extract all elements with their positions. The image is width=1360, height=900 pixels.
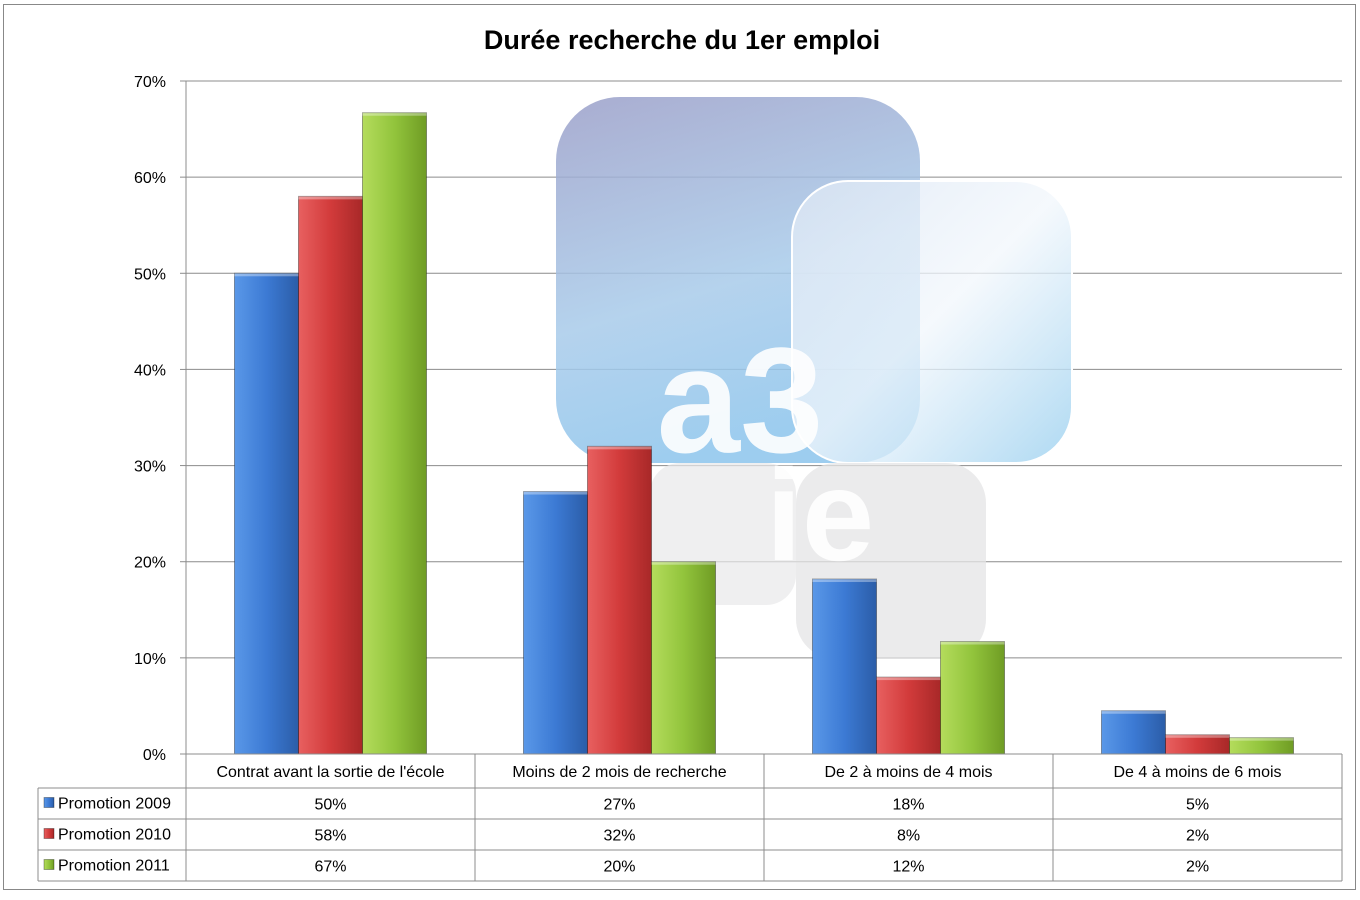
bar-3-1: [362, 112, 427, 755]
bar-1-2: [523, 491, 588, 755]
bar-2-3: [876, 676, 941, 755]
bar-3-3: [940, 641, 1005, 755]
data-label: 5%: [1186, 797, 1209, 814]
bar-top-highlight: [234, 273, 299, 277]
bar-1-1: [234, 272, 299, 755]
data-label: 12%: [892, 859, 924, 876]
y-tick-label: 20%: [134, 555, 166, 572]
bar-top-highlight: [1229, 737, 1294, 741]
bar-top-highlight: [876, 677, 941, 681]
bar-top-highlight: [362, 112, 427, 116]
category-label: De 2 à moins de 4 mois: [824, 764, 992, 781]
bar-top-highlight: [1165, 734, 1230, 738]
bar-3-2: [651, 561, 716, 755]
bar-1-4: [1101, 710, 1166, 755]
category-label: De 4 à moins de 6 mois: [1113, 764, 1281, 781]
category-label: Moins de 2 mois de recherche: [512, 764, 726, 781]
y-tick-label: 0%: [143, 747, 166, 764]
legend-key-2: [43, 828, 55, 839]
data-label: 20%: [603, 859, 635, 876]
bar-top-highlight: [812, 579, 877, 583]
bar-2-1: [298, 195, 363, 755]
watermark-text-a3: a3: [657, 316, 824, 484]
category-label: Contrat avant la sortie de l'école: [216, 764, 444, 781]
data-table: Contrat avant la sortie de l'école Moins …: [37, 754, 1343, 882]
y-tick-label: 50%: [134, 266, 166, 283]
bar-1-3: [812, 578, 877, 755]
y-tick-label: 10%: [134, 651, 166, 668]
bar-top-highlight: [1101, 710, 1166, 714]
data-label: 50%: [314, 797, 346, 814]
data-label: 27%: [603, 797, 635, 814]
bar-top-highlight: [651, 561, 716, 565]
y-tick-label: 40%: [134, 362, 166, 379]
bar-top-highlight: [298, 196, 363, 200]
data-label: 2%: [1186, 859, 1209, 876]
chart-title: Durée recherche du 1er emploi: [484, 25, 880, 55]
bar-top-highlight: [523, 491, 588, 495]
bar-top-highlight: [587, 446, 652, 450]
legend-label: Promotion 2009: [58, 796, 171, 813]
legend-key-3: [43, 859, 55, 870]
bar-2-2: [587, 445, 652, 755]
watermark-square-light: [791, 180, 1073, 464]
legend-key-1: [43, 797, 55, 808]
y-tick-label: 70%: [134, 74, 166, 91]
data-label: 2%: [1186, 828, 1209, 845]
data-label: 67%: [314, 859, 346, 876]
watermark-text-ie: ie: [766, 442, 874, 588]
data-label: 32%: [603, 828, 635, 845]
data-label: 18%: [892, 797, 924, 814]
legend-label: Promotion 2010: [58, 827, 171, 844]
data-label: 58%: [314, 828, 346, 845]
legend-label: Promotion 2011: [58, 858, 170, 875]
y-tick-label: 60%: [134, 170, 166, 187]
bar-top-highlight: [940, 641, 1005, 645]
data-label: 8%: [897, 828, 920, 845]
y-tick-label: 30%: [134, 459, 166, 476]
